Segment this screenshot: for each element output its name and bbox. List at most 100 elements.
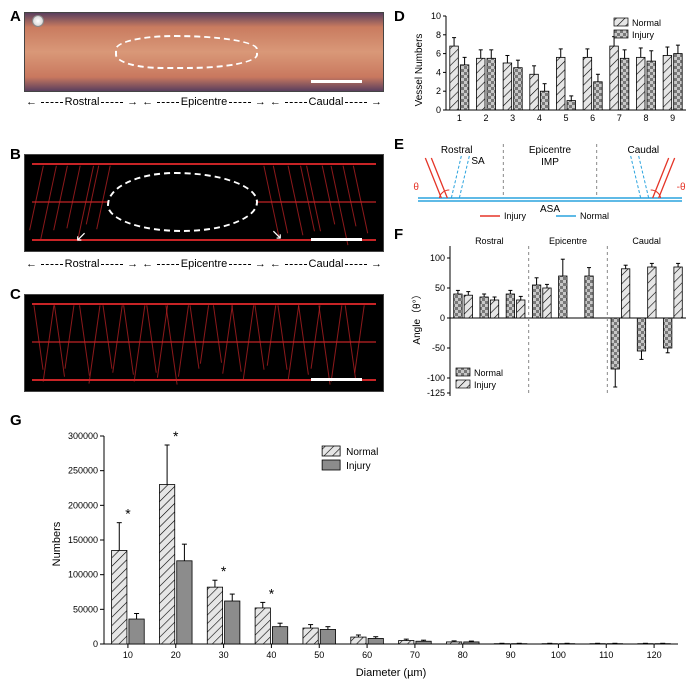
svg-text:ASA: ASA: [540, 204, 560, 215]
svg-text:9: 9: [670, 113, 675, 123]
panel-label-a: A: [10, 8, 21, 25]
svg-text:30: 30: [219, 650, 229, 660]
svg-text:*: *: [221, 563, 227, 579]
pin-icon: [32, 15, 44, 27]
svg-text:60: 60: [362, 650, 372, 660]
svg-text:100000: 100000: [68, 570, 98, 580]
diagram-e: ASARostralEpicentreCaudalIMPSAθ-θInjuryN…: [410, 142, 690, 222]
panel-label-f: F: [394, 226, 403, 243]
svg-text:300000: 300000: [68, 431, 98, 441]
region-epicentre-2: Epicentre: [181, 258, 227, 270]
svg-text:50: 50: [435, 283, 445, 293]
svg-text:10: 10: [123, 650, 133, 660]
scale-bar-c: [311, 378, 361, 381]
svg-text:Rostral: Rostral: [441, 145, 473, 156]
panel-label-e: E: [394, 136, 404, 153]
svg-text:100: 100: [430, 253, 445, 263]
svg-text:110: 110: [599, 650, 613, 660]
svg-text:2: 2: [436, 86, 441, 96]
svg-text:Epicentre: Epicentre: [529, 145, 572, 156]
svg-text:8: 8: [643, 113, 648, 123]
arrow-left-icon-3: ←: [270, 96, 281, 108]
micrograph-c: [24, 294, 384, 392]
chart-g: 0 50000 100000 150000 200000 250000 300000 Numb…: [46, 428, 686, 680]
svg-text:90: 90: [506, 650, 516, 660]
svg-text:7: 7: [617, 113, 622, 123]
chart-f: -125 -100 -50 0 50 100 Angle（θ°） Rostral Epicent…: [410, 232, 690, 402]
svg-text:Normal: Normal: [580, 211, 609, 221]
region-row-b: ← Rostral → ← Epicentre → ← Caudal →: [24, 258, 384, 270]
svg-text:*: *: [125, 506, 131, 522]
svg-text:50000: 50000: [73, 604, 98, 614]
svg-text:Normal: Normal: [632, 18, 661, 28]
svg-text:Normal: Normal: [346, 447, 378, 458]
region-rostral: Rostral: [65, 96, 100, 108]
svg-text:4: 4: [537, 113, 542, 123]
panel-label-b: B: [10, 146, 21, 163]
arrow-left-icon-2: ←: [142, 96, 153, 108]
svg-text:0: 0: [440, 313, 445, 323]
region-caudal: Caudal: [309, 96, 344, 108]
svg-text:5: 5: [563, 113, 568, 123]
svg-text:Caudal: Caudal: [627, 145, 659, 156]
lesion-outline-a: [115, 35, 258, 69]
svg-text:6: 6: [590, 113, 595, 123]
svg-text:3: 3: [510, 113, 515, 123]
svg-text:0: 0: [93, 639, 98, 649]
svg-text:*: *: [173, 428, 179, 444]
scale-bar-b: [311, 238, 361, 241]
region-epicentre: Epicentre: [181, 96, 227, 108]
svg-text:Numbers: Numbers: [51, 521, 63, 566]
panel-label-d: D: [394, 8, 405, 25]
svg-text:80: 80: [458, 650, 468, 660]
region-rostral-2: Rostral: [65, 258, 100, 270]
lesion-outline-b: [107, 172, 257, 232]
svg-text:-100: -100: [427, 373, 445, 383]
svg-text:*: *: [269, 585, 275, 601]
svg-text:200000: 200000: [68, 500, 98, 510]
svg-text:IMP: IMP: [541, 157, 559, 168]
svg-text:Angle（θ°）: Angle（θ°）: [411, 289, 423, 344]
micrograph-b: ↙ ↘: [24, 154, 384, 252]
arrow-right-icon: →: [127, 96, 138, 108]
arrow-sw-icon: ↙: [75, 228, 87, 245]
svg-text:8: 8: [436, 30, 441, 40]
svg-text:Injury: Injury: [346, 461, 370, 472]
svg-text:1: 1: [457, 113, 462, 123]
chart-d: 0246810Vessel Numbers123456789NormalInju…: [410, 12, 690, 128]
svg-text:Injury: Injury: [504, 211, 527, 221]
arrow-left-icon: ←: [26, 96, 37, 108]
svg-text:4: 4: [436, 67, 441, 77]
svg-text:Vessel Numbers: Vessel Numbers: [414, 34, 425, 107]
svg-text:0: 0: [436, 105, 441, 115]
svg-text:150000: 150000: [68, 535, 98, 545]
scale-bar-a: [311, 80, 361, 83]
svg-text:40: 40: [266, 650, 276, 660]
arrow-right-icon-2: →: [255, 96, 266, 108]
panel-label-g: G: [10, 412, 22, 429]
svg-text:20: 20: [171, 650, 181, 660]
svg-text:Caudal: Caudal: [632, 236, 661, 246]
micrograph-a: [24, 12, 384, 92]
svg-text:Injury: Injury: [632, 30, 655, 40]
svg-text:Diameter (µm): Diameter (µm): [356, 667, 427, 679]
svg-text:250000: 250000: [68, 466, 98, 476]
svg-text:Normal: Normal: [474, 368, 503, 378]
svg-text:-50: -50: [432, 343, 445, 353]
svg-text:Injury: Injury: [474, 380, 497, 390]
svg-text:120: 120: [647, 650, 662, 660]
panel-label-c: C: [10, 286, 21, 303]
svg-text:6: 6: [436, 49, 441, 59]
region-row-a: ← Rostral → ← Epicentre → ← Caudal →: [24, 96, 384, 108]
svg-text:Rostral: Rostral: [475, 236, 504, 246]
svg-text:100: 100: [551, 650, 566, 660]
svg-text:-125: -125: [427, 388, 445, 398]
arrow-right-icon-3: →: [371, 96, 382, 108]
svg-text:50: 50: [314, 650, 324, 660]
svg-text:SA: SA: [471, 156, 485, 167]
svg-text:Epicentre: Epicentre: [549, 236, 587, 246]
svg-text:70: 70: [410, 650, 420, 660]
region-caudal-2: Caudal: [309, 258, 344, 270]
svg-text:10: 10: [431, 12, 441, 21]
svg-text:-θ: -θ: [677, 182, 686, 193]
